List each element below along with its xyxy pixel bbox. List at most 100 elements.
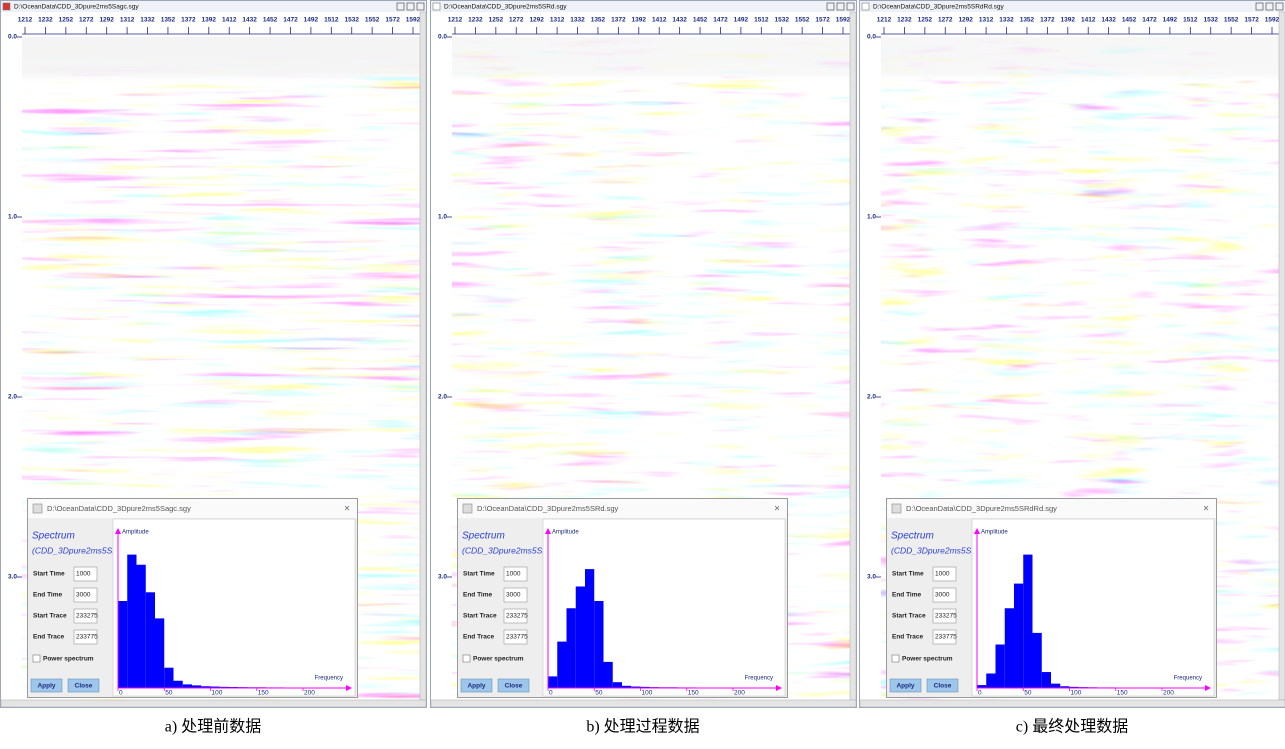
maximize-button[interactable] [836, 2, 845, 11]
restore-button[interactable] [826, 2, 835, 11]
seismic-top-mute [22, 37, 420, 85]
checkbox-label: Power spectrum [902, 656, 953, 663]
trace-tick-label: 1252 [918, 17, 933, 24]
restore-button[interactable] [1255, 2, 1264, 11]
field-input[interactable] [503, 608, 528, 624]
field-input[interactable] [932, 629, 957, 645]
trace-tick-label: 1292 [529, 17, 544, 24]
dialog-close[interactable]: × [344, 504, 350, 515]
vertical-scrollbar[interactable] [849, 11, 857, 701]
checkbox-label: Power spectrum [473, 656, 524, 663]
maximize-button[interactable] [406, 2, 415, 11]
trace-tick-label: 1572 [1244, 17, 1259, 24]
trace-tick-label: 1532 [345, 17, 360, 24]
close-button[interactable] [1275, 2, 1284, 11]
trace-tick-label: 1512 [754, 17, 769, 24]
field-input[interactable] [73, 587, 98, 603]
dialog-close[interactable]: × [774, 504, 780, 515]
spectrum-heading: Spectrum [462, 531, 505, 542]
time-tick-label: 2.0 [8, 394, 17, 401]
caption: b) 处理过程数据 [586, 718, 699, 736]
horizontal-scrollbar[interactable] [0, 699, 427, 708]
trace-tick-label: 1552 [1224, 17, 1239, 24]
dialog-button[interactable] [460, 678, 493, 693]
dialog-button[interactable] [30, 678, 63, 693]
spectrum-bar [986, 673, 996, 688]
button-label[interactable]: Close [75, 683, 93, 690]
button-label[interactable]: Apply [896, 683, 914, 690]
dialog-title: D:\OceanData\CDD_3Dpure2ms5SRdRd.sgy [906, 504, 1057, 513]
trace-tick-label: 1572 [815, 17, 830, 24]
field-input[interactable] [932, 608, 957, 624]
field-input[interactable] [503, 629, 528, 645]
button-label[interactable]: Close [505, 683, 523, 690]
dialog-button[interactable] [67, 678, 100, 693]
horizontal-scrollbar[interactable] [430, 699, 857, 708]
trace-tick-label: 1292 [958, 17, 973, 24]
field-input[interactable] [503, 566, 528, 582]
field-value: 233275 [935, 613, 957, 620]
vertical-scrollbar[interactable] [1278, 11, 1285, 701]
trace-tick-label: 1252 [59, 17, 74, 24]
dialog-title-bar [887, 499, 1216, 518]
trace-tick-label: 1212 [18, 17, 33, 24]
horizontal-scrollbar[interactable] [859, 699, 1285, 708]
dialog-button[interactable] [926, 678, 959, 693]
power-spectrum-checkbox[interactable] [32, 654, 41, 663]
trace-tick-label: 1312 [120, 17, 135, 24]
power-spectrum-checkbox[interactable] [462, 654, 471, 663]
spectrum-bar [548, 676, 558, 688]
trace-tick-label: 1492 [304, 17, 319, 24]
trace-ruler [1, 12, 420, 37]
dialog-icon [462, 503, 473, 514]
field-label: Start Trace [33, 613, 67, 620]
button-label[interactable]: Close [934, 683, 952, 690]
field-label: Start Time [463, 571, 495, 578]
field-input[interactable] [73, 608, 98, 624]
close-button[interactable] [416, 2, 425, 11]
field-label: End Time [463, 592, 493, 599]
field-input[interactable] [73, 566, 98, 582]
trace-tick-label: 1412 [1081, 17, 1096, 24]
button-label[interactable]: Apply [467, 683, 485, 690]
trace-tick-label: 1332 [570, 17, 585, 24]
trace-tick-label: 1392 [632, 17, 647, 24]
trace-tick-label: 1512 [1183, 17, 1198, 24]
vertical-scrollbar[interactable] [419, 11, 427, 701]
dialog-button[interactable] [889, 678, 922, 693]
spectrum-bar [575, 586, 585, 688]
field-value: 3000 [506, 592, 521, 599]
close-button[interactable] [846, 2, 855, 11]
trace-tick-label: 1352 [1020, 17, 1035, 24]
restore-button[interactable] [396, 2, 405, 11]
field-input[interactable] [932, 566, 957, 582]
maximize-button[interactable] [1265, 2, 1274, 11]
trace-tick-label: 1272 [79, 17, 94, 24]
field-value: 1000 [506, 571, 521, 578]
frequency-label: Frequency [1174, 676, 1202, 682]
trace-tick-label: 1272 [509, 17, 524, 24]
time-tick-label: 3.0 [867, 574, 876, 581]
spectrum-bar [164, 667, 174, 688]
caption: c) 最终处理数据 [1016, 718, 1128, 736]
spectrum-dialog: D:\OceanData\CDD_3Dpure2ms5SRdRd.sgy × Spe… [886, 498, 1217, 698]
spectrum-bar [566, 608, 576, 688]
spectrum-subtitle: (CDD_3Dpure2ms5S. [462, 545, 545, 555]
trace-tick-label: 1332 [140, 17, 155, 24]
spectrum-bar [219, 686, 229, 688]
frequency-tick-label: 200 [304, 690, 315, 697]
button-label[interactable]: Apply [37, 683, 55, 690]
dialog-close[interactable]: × [1203, 504, 1209, 515]
dialog-button[interactable] [497, 678, 530, 693]
spectrum-dialog: D:\OceanData\CDD_3Dpure2ms5Sagc.sgy × Spec… [27, 498, 358, 698]
frequency-tick-label: 150 [688, 690, 699, 697]
time-axis [860, 37, 881, 700]
spectrum-bar [155, 618, 165, 688]
power-spectrum-checkbox[interactable] [891, 654, 900, 663]
field-input[interactable] [503, 587, 528, 603]
field-input[interactable] [932, 587, 957, 603]
field-input[interactable] [73, 629, 98, 645]
spectrum-bar [192, 685, 202, 688]
trace-tick-label: 1552 [365, 17, 380, 24]
